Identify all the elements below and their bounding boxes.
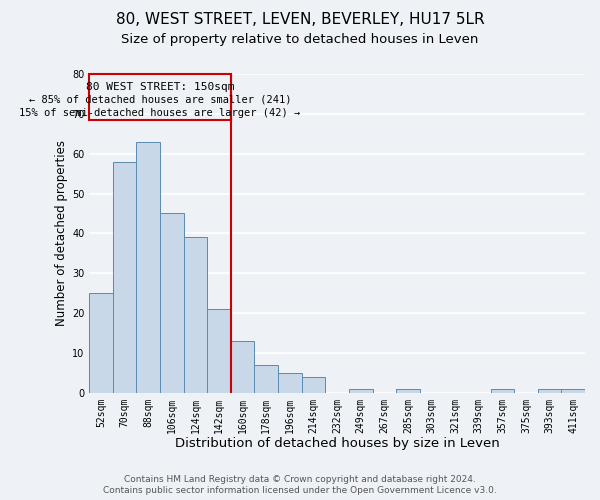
Bar [278, 373, 302, 392]
Bar [160, 214, 184, 392]
Bar [231, 341, 254, 392]
Bar [538, 388, 562, 392]
Bar [302, 377, 325, 392]
Bar [254, 365, 278, 392]
Text: 15% of semi-detached houses are larger (42) →: 15% of semi-detached houses are larger (… [19, 108, 301, 118]
Bar [562, 388, 585, 392]
Text: Size of property relative to detached houses in Leven: Size of property relative to detached ho… [121, 32, 479, 46]
Bar [184, 238, 207, 392]
Bar [491, 388, 514, 392]
Bar [89, 293, 113, 392]
Text: Contains HM Land Registry data © Crown copyright and database right 2024.: Contains HM Land Registry data © Crown c… [124, 475, 476, 484]
Bar [89, 74, 231, 120]
Bar [396, 388, 420, 392]
Text: 80 WEST STREET: 150sqm: 80 WEST STREET: 150sqm [86, 82, 234, 92]
Text: Contains public sector information licensed under the Open Government Licence v3: Contains public sector information licen… [103, 486, 497, 495]
Y-axis label: Number of detached properties: Number of detached properties [55, 140, 68, 326]
Bar [113, 162, 136, 392]
Text: ← 85% of detached houses are smaller (241): ← 85% of detached houses are smaller (24… [29, 94, 291, 104]
Bar [207, 309, 231, 392]
Text: 80, WEST STREET, LEVEN, BEVERLEY, HU17 5LR: 80, WEST STREET, LEVEN, BEVERLEY, HU17 5… [116, 12, 484, 28]
Bar [136, 142, 160, 392]
X-axis label: Distribution of detached houses by size in Leven: Distribution of detached houses by size … [175, 437, 499, 450]
Bar [349, 388, 373, 392]
